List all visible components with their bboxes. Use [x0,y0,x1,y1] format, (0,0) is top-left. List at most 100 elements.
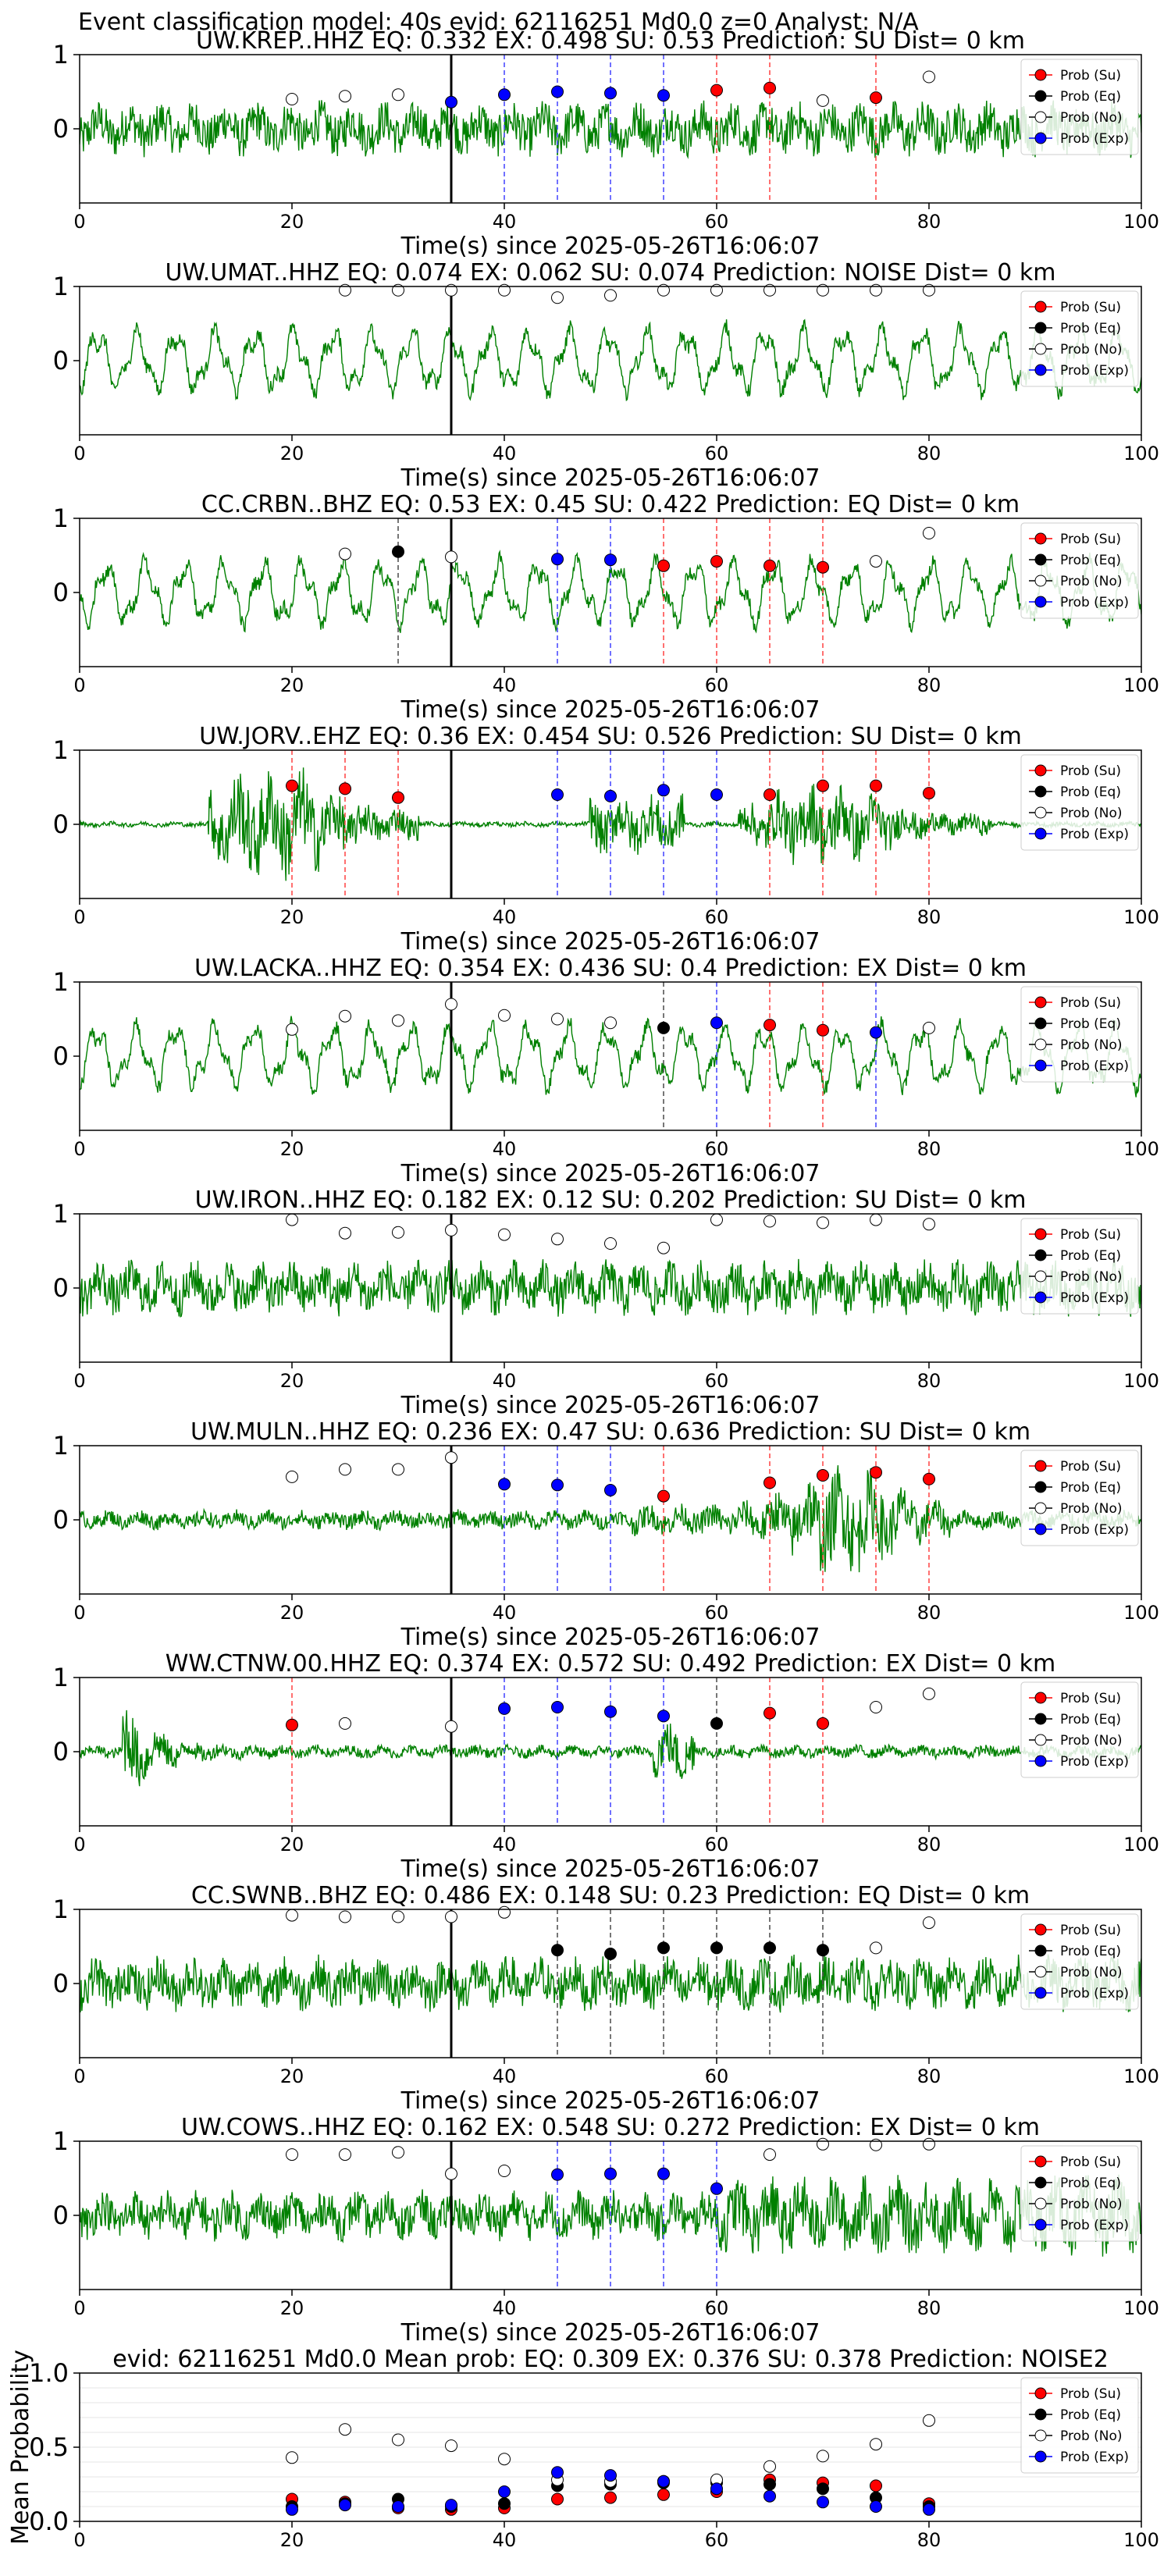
legend-box [1020,986,1139,1083]
x-tick-label: 60 [705,1834,729,1856]
x-axis-label: Time(s) since 2025-05-26T16:06:07 [400,233,820,260]
legend-label-su: Prob (Su) [1060,1459,1121,1475]
legend-label-eq: Prob (Eq) [1060,1712,1121,1727]
legend-box [1020,1218,1139,1315]
panel-title: UW.COWS..HHZ EQ: 0.162 EX: 0.548 SU: 0.2… [181,2114,1040,2141]
x-tick-label: 100 [1123,2297,1159,2319]
mean-prob-point-no [445,2439,457,2453]
legend-marker-su [1034,1460,1047,1472]
x-tick-label: 80 [917,211,941,233]
prob-point-no [339,1226,351,1240]
legend-marker-exp [1034,1523,1047,1535]
prob-point-no [551,1012,564,1026]
prob-point-no [604,289,617,302]
x-tick-label: 100 [1123,674,1159,696]
prob-point-su [870,1466,882,1479]
x-tick-label: 60 [705,2065,729,2087]
panel-title: evid: 62116251 Md0.0 Mean prob: EQ: 0.30… [112,2346,1109,2373]
prob-point-no [286,1213,298,1226]
mean-prob-point-eq [817,2482,829,2496]
legend-label-no: Prob (No) [1060,1269,1123,1285]
x-tick-label: 20 [280,2065,304,2087]
prob-point-exp [551,788,564,801]
legend-marker-su [1034,1228,1047,1240]
mean-prob-point-no [923,2414,935,2427]
x-tick-label: 40 [493,1370,517,1392]
y-tick-label: 0 [53,1737,69,1767]
x-tick-label: 100 [1123,906,1159,928]
prob-point-no [763,1215,776,1228]
x-tick-label: 40 [493,1834,517,1856]
mean-prob-point-exp [710,2482,723,2496]
y-tick-label: 0 [53,2201,69,2230]
prob-point-no [339,1910,351,1923]
x-tick-label: 20 [280,443,304,464]
prob-point-exp [551,2168,564,2181]
x-tick-label: 40 [493,211,517,233]
x-tick-label: 80 [917,906,941,928]
mean-prob-point-exp [763,2489,776,2503]
legend-marker-exp [1034,1755,1047,1767]
y-tick-label: 0.0 [29,2507,69,2536]
prob-point-exp [551,1701,564,1713]
chart-panel-11: evid: 62116251 Md0.0 Mean prob: EQ: 0.30… [7,2346,1159,2551]
x-tick-label: 0 [73,1138,85,1160]
x-tick-label: 100 [1123,443,1159,464]
x-tick-label: 80 [917,1834,941,1856]
prob-point-su [339,782,351,795]
legend-label-exp: Prob (Exp) [1060,131,1129,147]
legend-label-no: Prob (No) [1060,342,1123,358]
mean-prob-point-su [870,2479,882,2492]
panel-title: CC.CRBN..BHZ EQ: 0.53 EX: 0.45 SU: 0.422… [201,491,1020,518]
prob-point-no [445,550,457,564]
panel-title: UW.IRON..HHZ EQ: 0.182 EX: 0.12 SU: 0.20… [195,1187,1027,1214]
legend-marker-su [1034,2155,1047,2168]
prob-point-no [817,283,829,297]
x-tick-label: 40 [493,1138,517,1160]
prob-point-no [286,1909,298,1922]
x-tick-label: 20 [280,1370,304,1392]
prob-point-eq [657,1021,670,1034]
x-tick-label: 60 [705,1138,729,1160]
panel-title: UW.UMAT..HHZ EQ: 0.074 EX: 0.062 SU: 0.0… [166,259,1056,286]
x-axis-label: Time(s) since 2025-05-26T16:06:07 [400,1856,820,1883]
x-tick-label: 80 [917,1602,941,1624]
y-tick-label: 0 [53,1041,69,1071]
legend-marker-no [1034,1502,1047,1514]
prob-point-eq [710,1941,723,1955]
x-tick-label: 20 [280,2297,304,2319]
y-axis-label: Mean Probability [7,2350,34,2545]
panel-title: WW.CTNW.00.HHZ EQ: 0.374 EX: 0.572 SU: 0… [166,1650,1056,1678]
prob-point-no [286,93,298,105]
x-tick-label: 100 [1123,211,1159,233]
mean-prob-point-no [339,2423,351,2436]
x-axis-label: Time(s) since 2025-05-26T16:06:07 [400,464,820,492]
x-tick-label: 0 [73,2529,85,2551]
prob-point-exp [445,95,457,109]
prob-point-no [392,283,404,297]
prob-point-eq [392,545,404,558]
legend-label-eq: Prob (Eq) [1060,2176,1121,2191]
prob-point-su [870,91,882,105]
prob-point-exp [498,1702,511,1715]
legend-label-exp: Prob (Exp) [1060,1754,1129,1770]
prob-point-no [657,1241,670,1254]
legend-label-eq: Prob (Eq) [1060,1016,1121,1032]
prob-point-su [923,1472,935,1485]
prob-point-exp [657,89,670,102]
prob-point-exp [604,1484,617,1496]
x-tick-label: 0 [73,211,85,233]
legend-label-su: Prob (Su) [1060,68,1121,84]
x-tick-label: 40 [493,1602,517,1624]
x-tick-label: 40 [493,2065,517,2087]
mean-prob-point-su [551,2492,564,2506]
legend-box [1020,2145,1139,2242]
x-tick-label: 40 [493,443,517,464]
legend-marker-exp [1034,1059,1047,1072]
legend-label-eq: Prob (Eq) [1060,2407,1121,2423]
prob-point-exp [551,553,564,566]
mean-prob-point-exp [551,2466,564,2479]
legend-label-no: Prob (No) [1060,806,1123,821]
legend-box [1020,290,1139,387]
mean-prob-point-no [763,2460,776,2473]
